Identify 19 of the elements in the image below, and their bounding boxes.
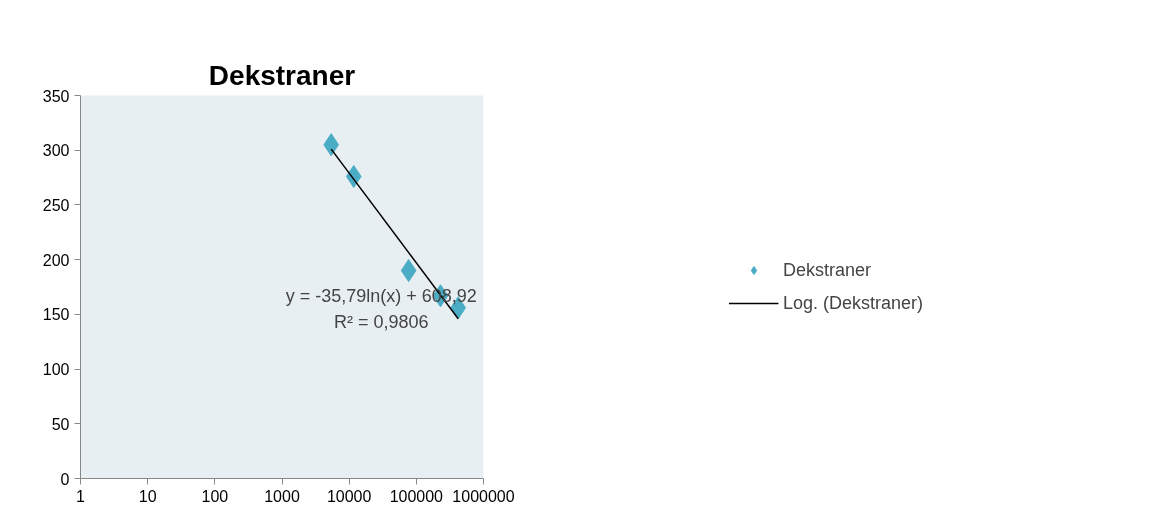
y-tick-label: 350 [42,87,70,105]
annotation: R² = 0,9806 [333,311,429,332]
x-tick-label: 1 [76,487,86,505]
y-tick-label: 100 [42,361,70,379]
y-tick-label: 150 [42,306,70,324]
x-tick-label: 1000000 [452,487,515,505]
chart-title: Dekstraner [208,59,356,91]
y-tick-label: 300 [42,142,70,160]
legend-label: Dekstraner [782,259,871,281]
x-tick-label: 100 [201,487,229,505]
legend-label: Log. (Dekstraner) [782,292,924,314]
x-tick-label: 10 [138,487,157,505]
x-tick-label: 100000 [389,487,444,505]
y-tick-label: 200 [42,251,70,269]
y-tick-label: 250 [42,196,70,214]
y-tick-label: 50 [51,415,70,433]
y-tick-label: 0 [60,470,70,488]
x-tick-label: 10000 [326,487,372,505]
x-tick-label: 1000 [264,487,300,505]
